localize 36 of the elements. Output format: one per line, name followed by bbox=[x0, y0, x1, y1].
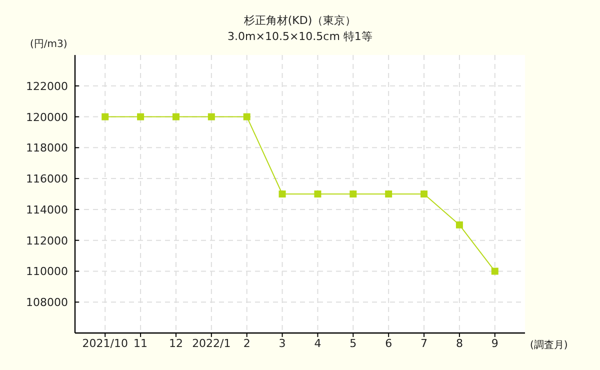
x-tick-label: 9 bbox=[491, 337, 498, 350]
x-tick-label: 2022/1 bbox=[192, 337, 231, 350]
x-tick-label: 4 bbox=[314, 337, 322, 350]
point bbox=[278, 190, 286, 198]
point bbox=[208, 113, 215, 120]
x-tick-label: 2021/10 bbox=[82, 337, 128, 350]
y-tick-label: 118000 bbox=[26, 142, 68, 155]
x-tick-label: 2 bbox=[243, 337, 250, 350]
y-tick-label: 116000 bbox=[26, 172, 68, 186]
x-tick-label: 6 bbox=[385, 337, 392, 350]
y-tick-label: 112000 bbox=[26, 234, 68, 248]
point bbox=[420, 190, 428, 198]
point bbox=[456, 221, 463, 228]
y-tick-label: 120000 bbox=[26, 110, 68, 124]
point bbox=[172, 113, 180, 120]
point bbox=[385, 190, 392, 198]
point bbox=[350, 190, 357, 198]
x-tick-label: 7 bbox=[420, 337, 428, 350]
chart-subtitle: 3.0m×10.5×10.5cm 特1等 bbox=[228, 30, 372, 43]
chart-title: 杉正角材(KD)（東京） bbox=[242, 14, 356, 27]
y-tick-label: 114000 bbox=[26, 203, 68, 216]
x-tick-label: 11 bbox=[134, 337, 148, 350]
y-tick-label: 122000 bbox=[26, 80, 68, 93]
point bbox=[491, 268, 498, 275]
x-tick-label: 8 bbox=[456, 337, 463, 350]
y-tick-label: 108000 bbox=[26, 296, 68, 310]
x-tick-label: 12 bbox=[168, 337, 183, 350]
point bbox=[137, 113, 144, 120]
point bbox=[243, 113, 250, 120]
y-tick-label: 110000 bbox=[26, 265, 68, 278]
x-axis-title: (調査月) bbox=[530, 339, 568, 351]
x-tick-label: 3 bbox=[278, 337, 286, 350]
point bbox=[102, 113, 109, 120]
y-axis-title: (円/m3) bbox=[30, 39, 68, 50]
x-tick-label: 5 bbox=[350, 337, 357, 350]
point bbox=[314, 190, 322, 198]
